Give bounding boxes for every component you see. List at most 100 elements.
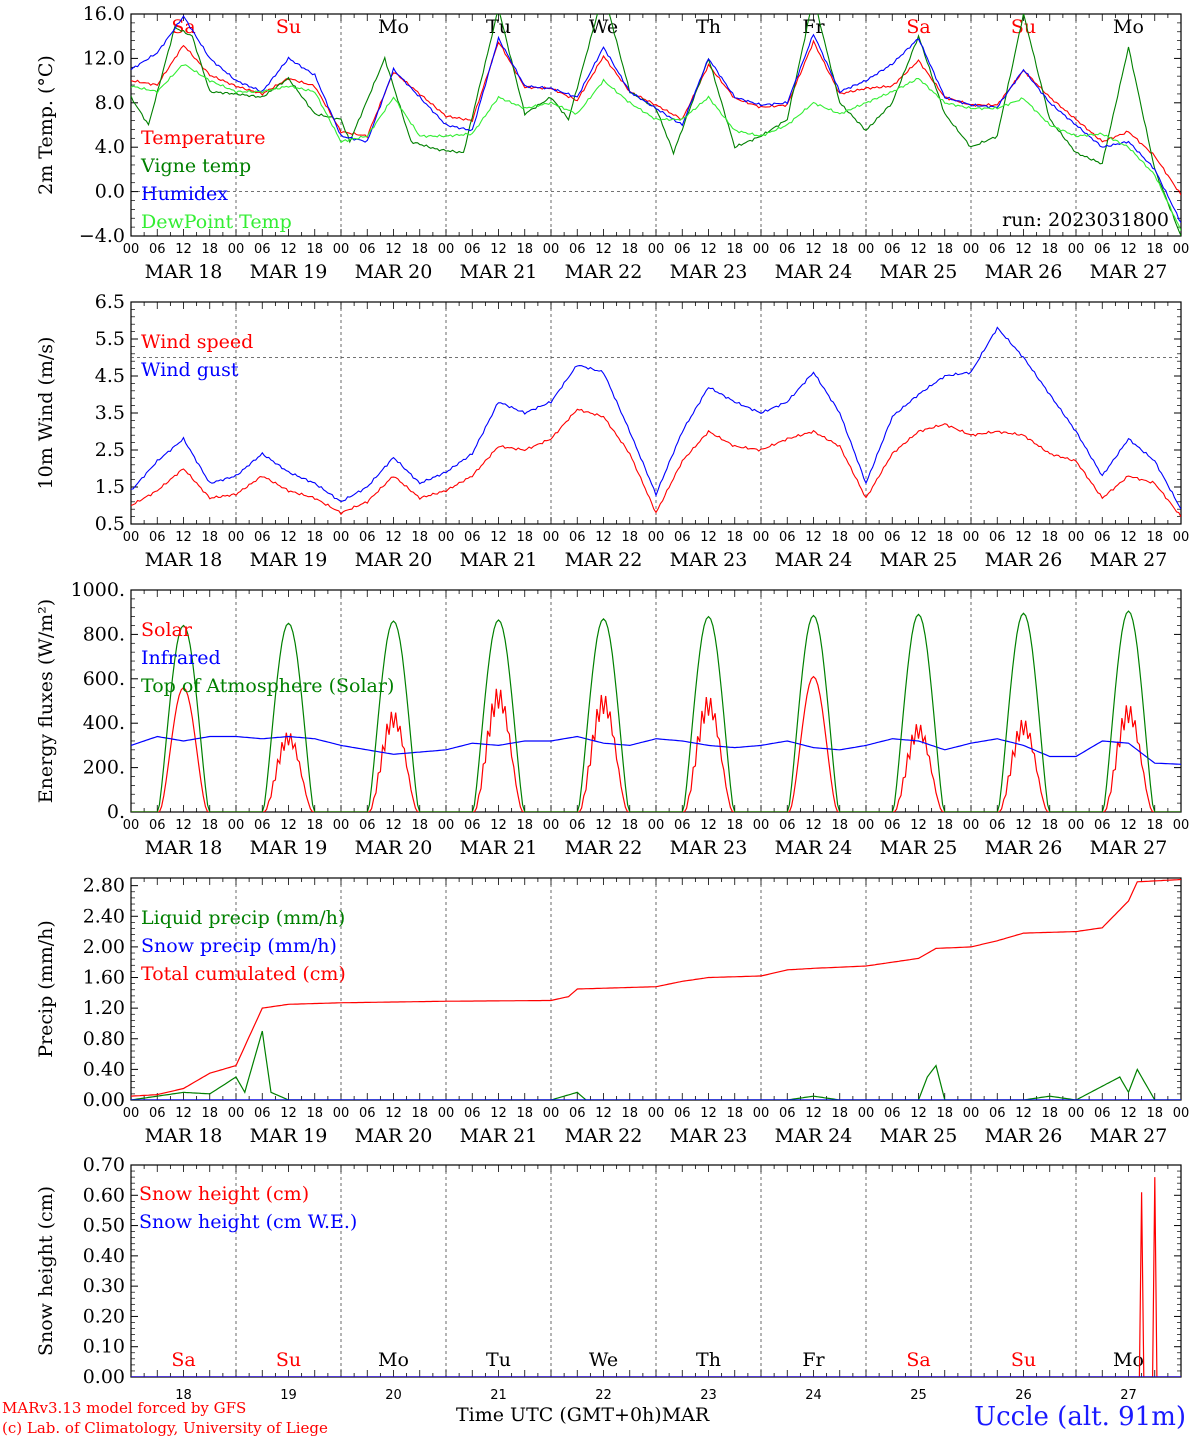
x-hour-label: 18 — [831, 530, 848, 545]
weekday-label: Sa — [171, 16, 195, 38]
x-hour-label: 06 — [359, 242, 376, 257]
x-hour-label: 12 — [280, 242, 297, 257]
x-hour-label: 06 — [884, 530, 901, 545]
x-hour-label: 18 — [516, 1106, 533, 1121]
x-hour-label: 06 — [569, 1106, 586, 1121]
x-hour-label: 00 — [228, 530, 245, 545]
x-hour-label: 06 — [989, 1106, 1006, 1121]
x-hour-label: 00 — [1173, 242, 1190, 257]
x-date-label: MAR 21 — [460, 1125, 538, 1147]
x-hour-label: 18 — [1041, 242, 1058, 257]
x-hour-label: 18 — [621, 1106, 638, 1121]
x-hour-label: 06 — [989, 818, 1006, 833]
weekday-label: Sa — [171, 1349, 195, 1371]
x-hour-label: 12 — [490, 530, 507, 545]
weekday-label: Mo — [378, 1349, 409, 1371]
series-line — [131, 326, 1181, 510]
x-hour-label: 18 — [516, 242, 533, 257]
y-tick-label: 400. — [83, 712, 125, 734]
x-hour-label: 06 — [674, 818, 691, 833]
x-hour-label: 18 — [726, 242, 743, 257]
series-group — [131, 326, 1181, 518]
y-tick-label: −4.0 — [79, 225, 125, 247]
x-hour-label: 00 — [648, 530, 665, 545]
x-hour-label: 00 — [228, 242, 245, 257]
x-date-label: MAR 23 — [670, 837, 748, 859]
x-date-label: MAR 23 — [670, 549, 748, 571]
x-hour-label: 12 — [700, 530, 717, 545]
x-date-label: MAR 21 — [460, 261, 538, 283]
y-tick-label: 0.20 — [83, 1305, 125, 1327]
x-hour-label: 12 — [1015, 1106, 1032, 1121]
x-day-number: 20 — [385, 1388, 402, 1403]
chart-panel-5: 0.00 0.10 0.20 0.30 0.40 0.50 0.60 0.70 Snow hei… — [35, 1154, 1182, 1403]
x-hour-label: 12 — [1120, 1106, 1137, 1121]
x-hour-label: 12 — [1120, 530, 1137, 545]
x-hour-label: 00 — [1173, 1106, 1190, 1121]
x-hour-label: 00 — [438, 530, 455, 545]
x-hour-label: 00 — [648, 818, 665, 833]
y-tick-label: 4.5 — [95, 365, 125, 387]
x-axis-month: MAR — [661, 1404, 710, 1426]
x-hour-label: 00 — [648, 1106, 665, 1121]
x-hour-label: 12 — [1120, 242, 1137, 257]
weekday-label: Mo — [378, 16, 409, 38]
x-hour-label: 00 — [123, 818, 140, 833]
y-axis-title: Energy fluxes (W/m²) — [35, 599, 57, 803]
x-date-label: MAR 22 — [565, 549, 643, 571]
y-tick-label: 0.10 — [83, 1336, 125, 1358]
weekday-label: Mo — [1113, 1349, 1144, 1371]
x-date-label: MAR 25 — [880, 261, 958, 283]
x-hour-label: 06 — [1094, 818, 1111, 833]
x-date-label: MAR 27 — [1090, 837, 1168, 859]
x-hour-label: 00 — [438, 1106, 455, 1121]
y-tick-label: 0.00 — [83, 1089, 125, 1111]
x-hour-label: 18 — [621, 818, 638, 833]
x-hour-label: 06 — [569, 530, 586, 545]
x-date-label: MAR 24 — [775, 549, 853, 571]
x-hour-label: 12 — [1120, 818, 1137, 833]
weekday-label: Th — [696, 1349, 721, 1371]
legend-entry: Humidex — [141, 183, 228, 205]
x-hour-label: 12 — [175, 1106, 192, 1121]
x-date-label: MAR 22 — [565, 261, 643, 283]
x-hour-label: 12 — [1015, 242, 1032, 257]
x-date-label: MAR 18 — [145, 549, 223, 571]
x-hour-label: 12 — [805, 1106, 822, 1121]
x-hour-label: 00 — [123, 530, 140, 545]
y-tick-label: 0.70 — [83, 1154, 125, 1176]
x-date-label: MAR 18 — [145, 1125, 223, 1147]
x-hour-label: 12 — [910, 242, 927, 257]
x-date-label: MAR 27 — [1090, 549, 1168, 571]
x-hour-label: 18 — [516, 530, 533, 545]
x-hour-label: 06 — [254, 242, 271, 257]
chart-panel-4: 0.00 0.40 0.80 1.20 1.60 2.00 2.40 2.80 Precip (… — [35, 875, 1189, 1147]
x-hour-label: 12 — [700, 1106, 717, 1121]
series-line — [131, 408, 1181, 518]
x-hour-label: 18 — [726, 818, 743, 833]
x-hour-label: 00 — [333, 1106, 350, 1121]
x-hour-label: 12 — [175, 530, 192, 545]
x-date-label: MAR 25 — [880, 1125, 958, 1147]
legend-entry: DewPoint Temp — [141, 211, 292, 233]
x-hour-label: 12 — [175, 242, 192, 257]
y-axis-title: Precip (mm/h) — [35, 920, 57, 1058]
y-tick-label: 1.20 — [83, 997, 125, 1019]
x-hour-label: 12 — [700, 818, 717, 833]
x-date-label: MAR 24 — [775, 1125, 853, 1147]
y-tick-label: 1.5 — [95, 476, 125, 498]
legend-entry: Top of Atmosphere (Solar) — [141, 675, 394, 697]
x-hour-label: 00 — [963, 1106, 980, 1121]
x-hour-label: 00 — [753, 242, 770, 257]
x-hour-label: 06 — [464, 1106, 481, 1121]
x-hour-label: 12 — [490, 242, 507, 257]
x-hour-label: 00 — [333, 530, 350, 545]
x-date-label: MAR 18 — [145, 261, 223, 283]
x-hour-label: 00 — [1068, 818, 1085, 833]
series-line — [131, 64, 1181, 231]
weekday-label: Su — [1011, 16, 1036, 38]
x-day-number: 24 — [805, 1388, 822, 1403]
legend-entry: Snow height (cm W.E.) — [139, 1211, 357, 1233]
x-hour-label: 18 — [936, 818, 953, 833]
x-date-label: MAR 19 — [250, 261, 328, 283]
